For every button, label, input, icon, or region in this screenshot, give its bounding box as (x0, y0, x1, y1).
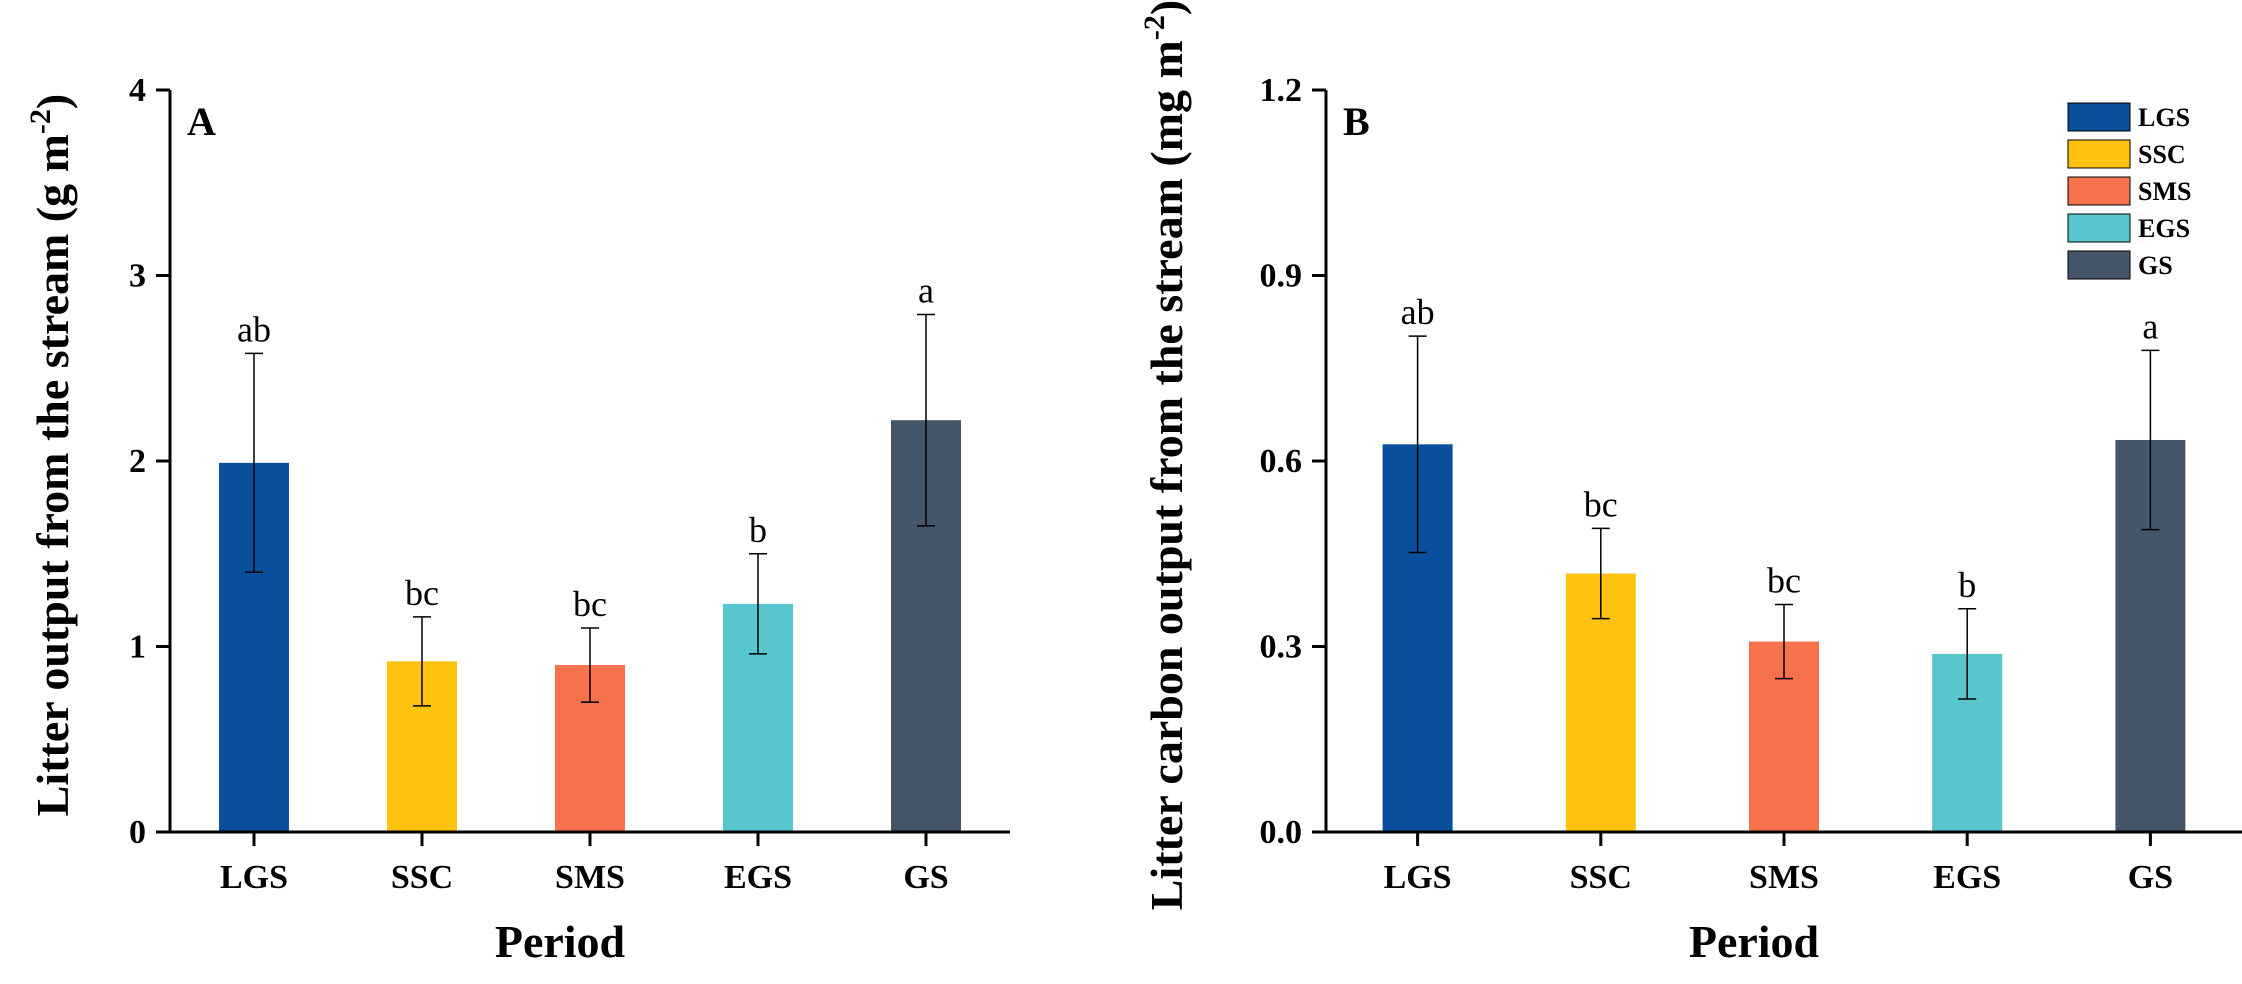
y-axis-title-text: Litter carbon output from the stream (1141, 178, 1192, 910)
x-tick-label-lgs: LGS (220, 859, 288, 896)
x-tick-label-egs: EGS (724, 859, 792, 896)
y-tick-label: 0 (129, 814, 146, 851)
legend-swatch-egs (2067, 213, 2131, 243)
y-tick-label: 3 (129, 258, 146, 295)
y-axis-title-space (27, 222, 78, 234)
y-axis-title-text: Litter output from the stream (27, 234, 78, 817)
y-axis-title: Litter carbon output from the stream (mg… (1138, 0, 1192, 910)
x-tick-label-ssc: SSC (1570, 859, 1632, 896)
y-tick-label: 0.9 (1260, 258, 1303, 295)
y-axis-unit-close: ) (27, 94, 78, 109)
y-axis-unit: (mg m (1141, 40, 1192, 166)
y-tick-label: 4 (129, 72, 146, 109)
y-tick-label: 1.2 (1260, 72, 1303, 109)
x-axis-title: Period (495, 916, 626, 967)
x-tick-label-egs: EGS (1933, 859, 2001, 896)
y-tick-label: 0.6 (1260, 443, 1303, 480)
y-tick-label: 1 (129, 629, 146, 666)
y-axis-unit-exponent: -2 (1138, 15, 1171, 40)
y-axis-title-space (1141, 167, 1192, 179)
significance-label-lgs: ab (1401, 292, 1435, 332)
significance-label-egs: b (1958, 565, 1976, 605)
panel-a-litter-output: ab LGS bc SSC bc SMS b EGS a GS 0 1 2 3 4 A Period Litter… (24, 72, 1010, 967)
y-axis-title: Litter output from the stream (g m-2) (24, 94, 78, 817)
legend: LGS SSC SMS EGS GS (2067, 102, 2191, 280)
panel-label: A (187, 99, 216, 144)
significance-label-gs: a (918, 270, 934, 310)
significance-label-ssc: bc (405, 573, 439, 613)
x-tick-label-gs: GS (903, 859, 948, 896)
legend-swatch-ssc (2067, 139, 2131, 169)
y-tick-label: 2 (129, 443, 146, 480)
legend-swatch-gs (2067, 250, 2131, 280)
legend-label-lgs: LGS (2138, 103, 2190, 132)
panel-b-litter-carbon-output: ab LGS bc SSC bc SMS b EGS a GS 0.0 0.3 0.6 0.9 1.2 B Pe… (1138, 0, 2242, 967)
legend-swatch-lgs (2067, 102, 2131, 132)
y-tick-label: 0.0 (1260, 814, 1303, 851)
y-tick-label: 0.3 (1260, 629, 1303, 666)
legend-label-ssc: SSC (2138, 140, 2186, 169)
significance-label-gs: a (2142, 306, 2158, 346)
y-axis-unit: (g m (27, 134, 78, 222)
legend-swatch-sms (2067, 176, 2131, 206)
significance-label-sms: bc (1767, 560, 1801, 600)
x-tick-label-sms: SMS (555, 859, 625, 896)
significance-label-egs: b (749, 510, 767, 550)
y-axis-unit-exponent: -2 (24, 109, 57, 134)
significance-label-lgs: ab (237, 309, 271, 349)
y-axis-unit-close: ) (1141, 0, 1192, 15)
legend-label-gs: GS (2138, 251, 2173, 280)
x-tick-label-sms: SMS (1749, 859, 1819, 896)
significance-label-sms: bc (573, 584, 607, 624)
x-tick-label-gs: GS (2128, 859, 2173, 896)
x-tick-label-lgs: LGS (1384, 859, 1452, 896)
legend-label-egs: EGS (2138, 214, 2190, 243)
panel-label: B (1343, 99, 1370, 144)
legend-label-sms: SMS (2138, 177, 2191, 206)
x-axis-title: Period (1689, 916, 1820, 967)
significance-label-ssc: bc (1584, 484, 1618, 524)
x-tick-label-ssc: SSC (391, 859, 453, 896)
